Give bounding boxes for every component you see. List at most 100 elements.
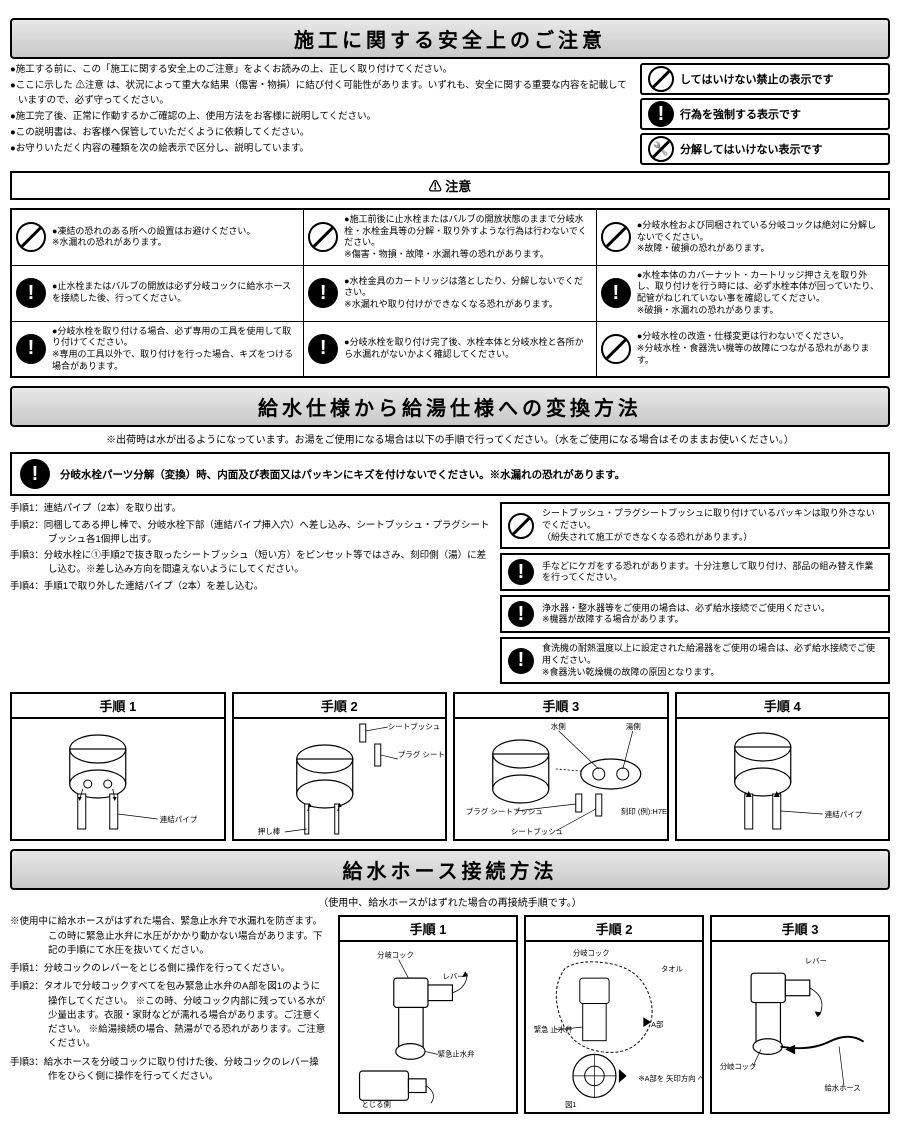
step3-diagram: 水側 湯側 プラグ シートブッシュ シートブッシュ 刻印 (例):H7E [455,719,667,839]
svg-text:緊急止水弁: 緊急止水弁 [438,1050,475,1059]
prohibit-icon [308,222,338,252]
step3-box: 手順 3 水側 湯側 プラグ シートブッシュ シートブッシュ 刻印 (例):H7 [453,692,669,841]
diagram-svg: レバー 分岐コック 給水ホース [712,942,888,1112]
section3-sub: （使用中、給水ホースがはずれた場合の再接続手順です。） [10,894,890,909]
caution-box: ! 浄水器・整水器等をご使用の場合は、必ず給水接続でご使用ください。 ※機器が故障… [500,595,890,633]
mandatory-icon: ! [648,101,674,127]
section1-header: 施工に関する安全上のご注意 [10,18,890,59]
caution-cell: !●分岐水栓を取り付け完了後、水栓本体と分岐水栓と各所から水漏れがないかよく確認… [304,321,597,377]
nodisassemble-icon [648,136,674,162]
svg-text:A部: A部 [651,1020,663,1029]
svg-text:給水ホース: 給水ホース [824,1084,860,1093]
convert-steps-text: 手順1：連結パイプ（2本）を取り出す。 手順2：同梱してある押し棒で、分岐水栓下… [10,502,490,684]
caution-text: ●分岐水栓の改造・仕様変更は行わないでください。 ※分岐水栓・食器洗い機等の故障… [637,331,884,366]
caution-box: ! 食洗機の耐熱温度以上に設定された給湯器をご使用の場合は、必ず給水接続でご使用く… [500,637,890,684]
mandatory-icon: ! [16,278,46,308]
hose-note: 手順2：タオルで分岐コックすべてを包み緊急止水弁のA部を図1のように操作してくだ… [10,980,328,1051]
caution-grid: ●凍結の恐れのある所への設置はお避けください。 ※水漏れの恐れがあります。●施工… [10,208,890,378]
section2-header: 給水仕様から給湯仕様への変換方法 [10,386,890,427]
mandatory-icon: ! [308,278,338,308]
caution-cell: !●水栓金具のカートリッジは落としたり、分解しないでください。 ※水漏れや取り付… [304,265,597,321]
box-text: 浄水器・整水器等をご使用の場合は、必ず給水接続でご使用ください。 ※機器が故障す… [542,603,882,626]
note: ●ここに示した ⚠注意 は、状況によって重大な結果（傷害・物損）に結び付く可能性… [10,79,634,108]
diagram-svg: 水側 湯側 プラグ シートブッシュ シートブッシュ 刻印 (例):H7E [455,719,667,839]
note: ●この説明書は、お客様へ保管していただくように依頼してください。 [10,126,634,140]
note: ●施工完了後、正常に作動するかご確認の上、使用方法をお客様に説明してください。 [10,110,634,124]
prohibit-icon [601,222,631,252]
svg-text:プラグ シートブッシュ: プラグ シートブッシュ [397,749,445,759]
prohibit-icon [16,222,46,252]
box-text: シートブッシュ・プラグシートブッシュに取り付けているパッキンは取り外さないでくだ… [542,508,882,543]
svg-text:分岐コック: 分岐コック [720,1062,757,1071]
prohibit-icon [648,66,674,92]
note: ●お守りいただく内容の種類を次の絵表示で区分し、説明しています。 [10,142,634,156]
caution-text: ●分岐水栓および同梱されている分岐コックは絶対に分解しないでください。 ※故障・… [637,220,884,255]
hose-note: 手順1：分岐コックのレバーをとじる側に操作を行ってください。 [10,962,328,976]
svg-text:押し棒: 押し棒 [257,826,280,836]
box-text: 手などにケガをする恐れがあります。十分注意して取り付け、部品の組み替え作業を行っ… [542,561,882,584]
mandatory-icon: ! [20,459,50,489]
step4-diagram: 連結パイプ [677,719,889,839]
caution-text: ●凍結の恐れのある所への設置はお避けください。 ※水漏れの恐れがあります。 [52,226,299,249]
svg-text:分岐コック: 分岐コック [377,951,414,960]
caution-cell: !●水栓本体のカバーナット・カートリッジ押さえを取り外し、取り付けを行う時には、… [596,265,889,321]
step-label: 手順 1 [340,917,516,942]
step-label: 手順 2 [526,917,702,942]
hose3-diagram: レバー 分岐コック 給水ホース [712,942,888,1112]
hose-left-text: ※使用中に給水ホースがはずれた場合、緊急止水弁で水漏れを防ぎます。この時に緊急止… [10,915,328,1114]
step-text: 手順3：分岐水栓に①手順2で抜き取ったシートブッシュ（短い方）をピンセット等では… [10,549,490,578]
mandatory-icon: ! [508,648,534,674]
legend-prohibit: してはいけない禁止の表示です [640,63,890,95]
diagram-svg: 分岐コック タオル 緊急 止水弁 A部 図1 ※A部を 矢印方向 へ動かす [526,942,702,1112]
step-label: 手順 3 [712,917,888,942]
caution-box: ! 手などにケガをする恐れがあります。十分注意して取り付け、部品の組み替え作業を行… [500,553,890,591]
svg-text:シートブッシュ: シートブッシュ [511,826,564,836]
safety-notes: ●施工する前に、この「施工に関する安全上のご注意」をよくお読みの上、正しく取り付… [10,63,634,165]
section2-sub: ※出荷時は水が出るようになっています。お湯をご使用になる場合は以下の手順で行って… [10,431,890,446]
hose-note: 手順3：給水ホースを分岐コックに取り付けた後、分岐コックのレバー操作をひらく側に… [10,1056,328,1085]
hose-step1: 手順 1 分岐コック レバー 緊急止水弁 とじる側 [338,915,518,1114]
box-text: 食洗機の耐熱温度以上に設定された給湯器をご使用の場合は、必ず給水接続でご使用くだ… [542,643,882,678]
section3-header: 給水ホース接続方法 [10,849,890,890]
svg-text:レバー: レバー [805,957,827,966]
note: ●施工する前に、この「施工に関する安全上のご注意」をよくお読みの上、正しく取り付… [10,63,634,77]
legend-text: 分解してはいけない表示です [680,141,822,157]
hose1-diagram: 分岐コック レバー 緊急止水弁 とじる側 [340,942,516,1112]
prohibit-icon [508,513,534,539]
prohibit-icon [601,334,631,364]
caution-text: ●分岐水栓を取り付ける場合、必ず専用の工具を使用して取り付けてください。 ※専用… [52,326,299,373]
caution-cell: ●施工前後に止水栓またはバルブの開放状態のままで分岐水栓・水栓金具等の分解・取り… [304,209,597,265]
step1-diagram: 連結パイプ [12,719,224,839]
step-text: 手順1：連結パイプ（2本）を取り出す。 [10,502,490,516]
step-label: 手順 2 [234,694,446,719]
diagram-svg: 連結パイプ [677,719,889,839]
svg-text:レバー: レバー [443,972,465,981]
svg-text:タオル: タオル [661,965,683,974]
mandatory-icon: ! [508,601,534,627]
warn-bar: ! 分岐水栓パーツ分解（変換）時、内面及び表面又はパッキンにキズを付けないでくだ… [10,452,890,496]
legend-text: してはいけない禁止の表示です [680,71,833,87]
mandatory-icon: ! [16,334,46,364]
step4-box: 手順 4 連結パイプ [675,692,891,841]
section1-top-row: ●施工する前に、この「施工に関する安全上のご注意」をよくお読みの上、正しく取り付… [10,63,890,165]
warn-text: 分岐水栓パーツ分解（変換）時、内面及び表面又はパッキンにキズを付けないでください… [60,467,625,482]
caution-table: ⚠ 注意 [10,171,890,200]
svg-text:緊急 止水弁: 緊急 止水弁 [534,1025,573,1034]
mandatory-icon: ! [508,559,534,585]
caution-text: ●水栓金具のカートリッジは落としたり、分解しないでください。 ※水漏れや取り付け… [344,276,592,311]
convert-row: 手順1：連結パイプ（2本）を取り出す。 手順2：同梱してある押し棒で、分岐水栓下… [10,502,890,684]
mandatory-icon: ! [601,278,631,308]
svg-text:シートブッシュ: シートブッシュ [387,721,440,731]
legend-mandatory: ! 行為を強制する表示です [640,98,890,130]
legend-text: 行為を強制する表示です [680,106,801,122]
svg-text:プラグ シートブッシュ: プラグ シートブッシュ [466,806,543,816]
step-label: 手順 1 [12,694,224,719]
caution-cell: ●分岐水栓および同梱されている分岐コックは絶対に分解しないでください。 ※故障・… [596,209,889,265]
hose-row: ※使用中に給水ホースがはずれた場合、緊急止水弁で水漏れを防ぎます。この時に緊急止… [10,915,890,1114]
caution-cell: ●凍結の恐れのある所への設置はお避けください。 ※水漏れの恐れがあります。 [11,209,304,265]
caution-text: ●水栓本体のカバーナット・カートリッジ押さえを取り外し、取り付けを行う時には、必… [637,270,884,317]
step-label: 手順 4 [677,694,889,719]
procedure-steps: 手順 1 連結パイプ 手順 2 [10,692,890,841]
hose-steps: 手順 1 分岐コック レバー 緊急止水弁 とじる側 [338,915,890,1114]
svg-text:刻印 (例):H7E: 刻印 (例):H7E [621,806,667,816]
